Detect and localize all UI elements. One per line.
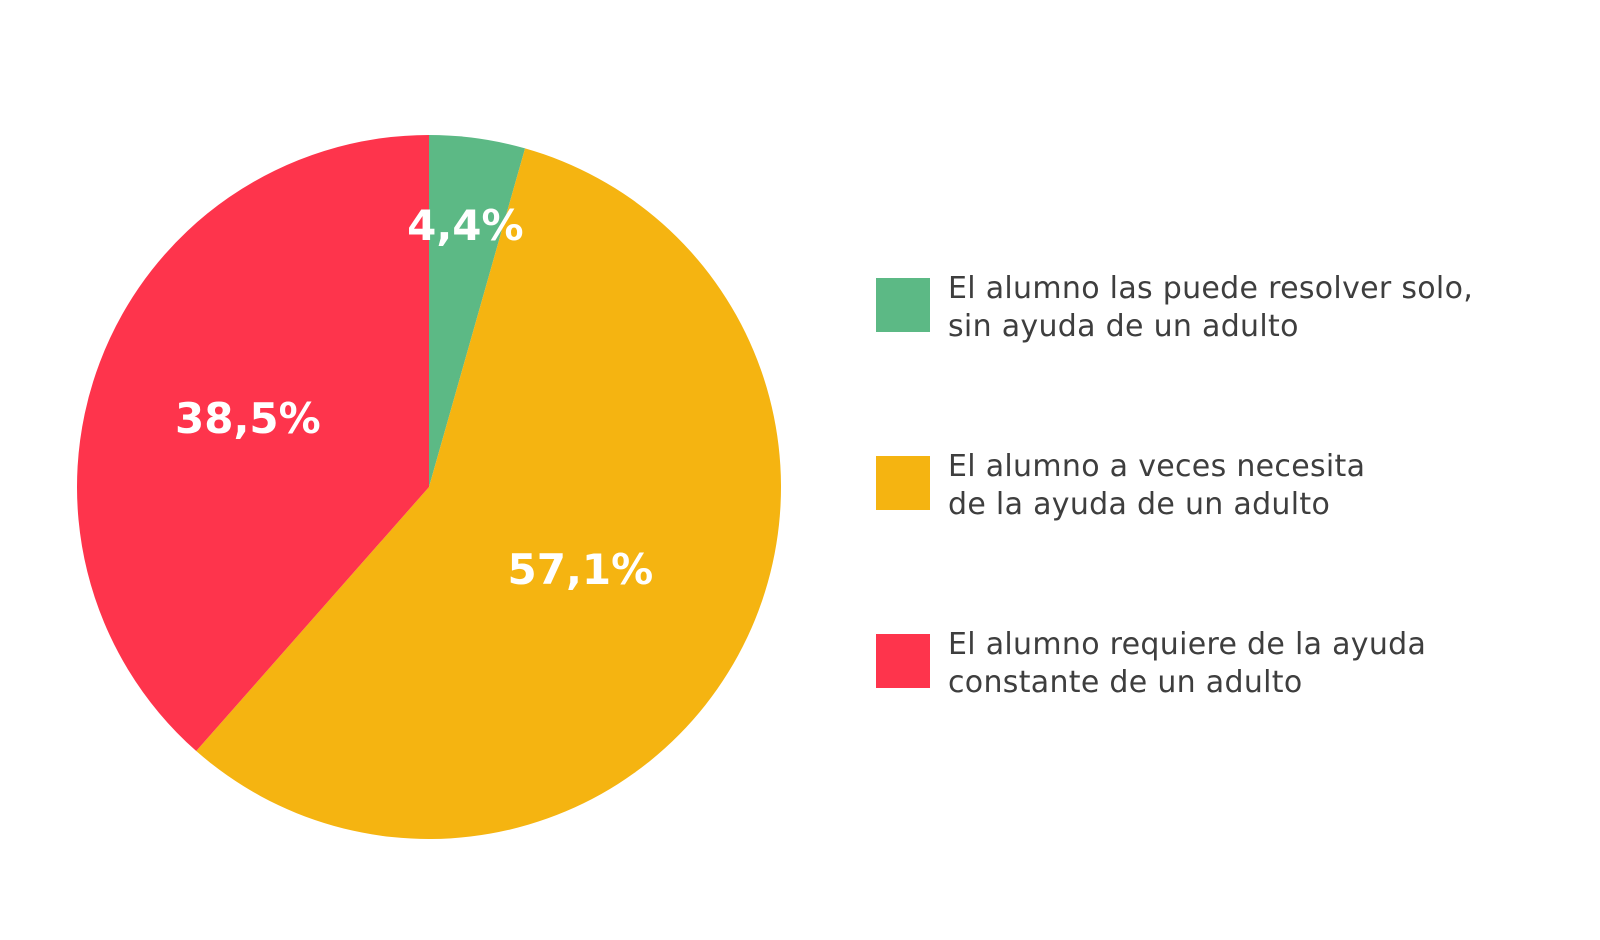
legend-swatch-constante [876, 634, 930, 688]
legend-label-line: El alumno requiere de la ayuda [948, 627, 1427, 662]
legend-label-solo: El alumno las puede resolver solo, sin a… [948, 270, 1568, 346]
legend-item-constante: El alumno requiere de la ayuda constante… [876, 626, 1576, 700]
legend-label-line: de la ayuda de un adulto [948, 487, 1331, 522]
legend-swatch-solo [876, 278, 930, 332]
legend: El alumno las puede resolver solo, sin a… [876, 270, 1576, 804]
legend-label-line: sin ayuda de un adulto [948, 309, 1299, 344]
pie-slice-solo [429, 135, 526, 487]
pie-data-label-solo: 4,4% [407, 201, 523, 250]
legend-label-constante: El alumno requiere de la ayuda constante… [948, 626, 1568, 702]
pie-slice-a-veces [196, 148, 781, 839]
pie-data-label-constante: 38,5% [175, 394, 321, 443]
legend-item-solo: El alumno las puede resolver solo, sin a… [876, 270, 1576, 344]
legend-swatch-a-veces [876, 456, 930, 510]
pie-data-label-a-veces: 57,1% [508, 545, 654, 594]
legend-item-a-veces: El alumno a veces necesita de la ayuda d… [876, 448, 1576, 522]
legend-label-line: El alumno a veces necesita [948, 449, 1366, 484]
pie-slice-constante [77, 135, 429, 752]
legend-label-line: El alumno las puede resolver solo, [948, 271, 1474, 306]
legend-label-line: constante de un adulto [948, 665, 1303, 700]
legend-label-a-veces: El alumno a veces necesita de la ayuda d… [948, 448, 1568, 524]
pie-chart: 4,4% 57,1% 38,5% [77, 135, 781, 839]
